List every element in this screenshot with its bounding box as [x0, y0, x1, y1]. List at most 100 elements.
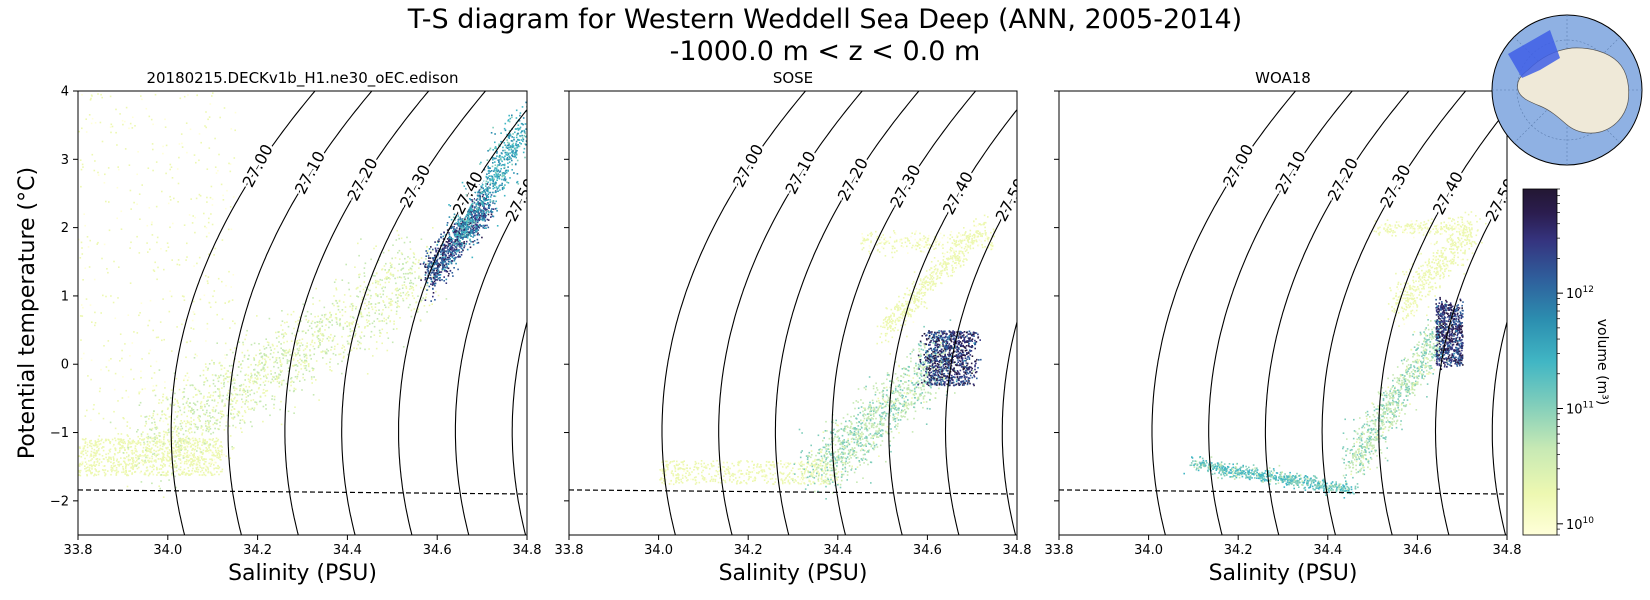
data-point — [504, 176, 506, 178]
data-point — [469, 230, 471, 233]
data-point — [216, 454, 219, 457]
data-point — [339, 311, 341, 313]
data-point — [788, 463, 790, 466]
data-point — [375, 294, 378, 297]
data-point — [460, 242, 462, 245]
data-point — [363, 267, 366, 269]
data-point — [476, 211, 479, 214]
data-point — [359, 290, 361, 293]
data-point — [148, 207, 151, 209]
data-point — [142, 460, 144, 463]
data-point — [145, 415, 148, 418]
data-point — [450, 262, 453, 264]
data-point — [787, 474, 789, 476]
data-point — [381, 279, 383, 281]
data-point — [273, 365, 275, 368]
data-point — [327, 350, 330, 352]
data-point — [162, 430, 165, 433]
data-point — [371, 308, 374, 311]
data-point — [211, 95, 213, 97]
data-point — [169, 163, 172, 166]
data-point — [476, 233, 479, 236]
data-point — [512, 145, 515, 147]
data-point — [202, 467, 205, 469]
data-point — [213, 362, 215, 364]
data-point — [175, 465, 178, 468]
data-point — [818, 483, 821, 486]
data-point — [158, 485, 160, 487]
data-point — [207, 282, 209, 285]
data-point — [794, 479, 796, 481]
data-point — [491, 179, 493, 181]
data-point — [208, 147, 211, 149]
data-point — [81, 163, 84, 166]
data-point — [431, 271, 433, 274]
data-point — [808, 480, 810, 482]
data-point — [476, 242, 479, 244]
data-point — [192, 311, 195, 313]
data-point — [82, 448, 85, 450]
data-point — [194, 456, 197, 459]
data-point — [195, 467, 198, 469]
data-point — [447, 243, 450, 245]
data-point — [114, 464, 117, 467]
data-point — [516, 149, 518, 152]
data-point — [312, 394, 315, 396]
data-point — [262, 388, 265, 391]
data-point — [463, 229, 466, 232]
data-point — [508, 137, 510, 139]
data-point — [495, 147, 497, 150]
data-point — [509, 156, 511, 158]
data-point — [152, 389, 154, 392]
data-point — [241, 398, 243, 401]
data-point — [242, 343, 245, 346]
data-point — [115, 474, 118, 476]
data-point — [196, 445, 199, 447]
data-point — [241, 389, 244, 392]
data-point — [296, 343, 299, 345]
data-point — [182, 403, 185, 405]
data-point — [351, 309, 354, 311]
data-point — [108, 456, 110, 458]
data-point — [122, 452, 125, 454]
data-point — [272, 380, 275, 382]
data-point — [728, 473, 731, 475]
data-point — [177, 402, 179, 404]
data-point — [504, 170, 507, 173]
data-point — [97, 438, 100, 441]
data-point — [232, 320, 234, 322]
data-point — [342, 326, 345, 329]
data-point — [519, 112, 522, 114]
data-point — [165, 250, 168, 252]
data-point — [490, 170, 493, 172]
data-point — [439, 256, 442, 259]
data-point — [198, 159, 200, 162]
data-point — [191, 464, 194, 467]
data-point — [168, 458, 171, 461]
data-point — [701, 465, 703, 468]
data-point — [114, 439, 117, 442]
data-point — [475, 230, 477, 233]
data-point — [229, 327, 231, 329]
data-point — [168, 456, 171, 458]
data-point — [497, 187, 500, 189]
data-point — [807, 460, 810, 463]
data-point — [253, 342, 256, 345]
data-point — [455, 222, 457, 224]
data-point — [211, 451, 214, 454]
data-point — [437, 273, 439, 275]
data-point — [417, 261, 420, 264]
data-point — [442, 263, 445, 266]
data-point — [493, 170, 495, 172]
data-point — [263, 364, 266, 366]
data-point — [450, 240, 452, 242]
data-point — [117, 400, 119, 402]
data-point — [89, 455, 92, 457]
data-point — [177, 182, 180, 185]
data-point — [345, 263, 347, 266]
data-point — [150, 448, 152, 450]
data-point — [500, 158, 502, 161]
data-point — [504, 144, 506, 146]
data-point — [86, 409, 88, 412]
data-point — [410, 309, 413, 312]
